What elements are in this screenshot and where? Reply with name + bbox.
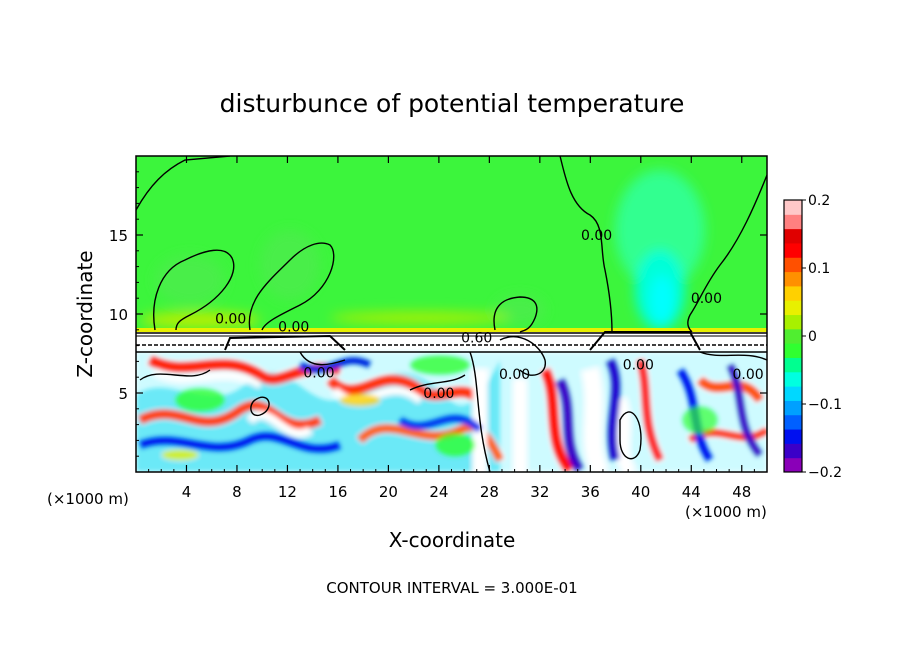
x-tick-label: 32 — [530, 483, 549, 501]
chart-title: disturbunce of potential temperature — [220, 89, 685, 118]
contour-label: 0.00 — [278, 320, 309, 336]
x-tick-label: 40 — [631, 483, 650, 501]
x-tick-label: 12 — [278, 483, 297, 501]
colorbar-swatch — [784, 300, 802, 316]
lower-layer-eddies — [136, 352, 767, 472]
colorbar-tick-label: 0.2 — [808, 193, 830, 209]
x-unit-label-left: (×1000 m) — [47, 490, 129, 508]
colorbar-swatch — [784, 343, 802, 358]
contour-label: 0.00 — [499, 367, 530, 383]
yellow-strip — [136, 328, 767, 332]
colorbar-swatch — [784, 429, 802, 444]
plot-area: 0.00 0.00 0.60 0.00 0.00 0.00 0.00 0.00 0.00 0.00 — [136, 156, 767, 472]
colorbar-swatch — [784, 271, 802, 287]
x-unit-label-right: (×1000 m) — [685, 503, 767, 521]
x-axis: 4 8 12 16 20 24 28 32 36 40 44 48 — [148, 156, 755, 501]
y-tick-label: 5 — [118, 385, 128, 403]
colorbar-swatch — [784, 357, 802, 373]
x-tick-label: 20 — [379, 483, 398, 501]
x-tick-label: 48 — [732, 483, 751, 501]
contour-label: 0.00 — [732, 367, 763, 383]
inversion-band — [136, 332, 767, 352]
colorbar-swatch — [784, 328, 802, 344]
x-tick-label: 4 — [182, 483, 192, 501]
colorbar-swatch — [784, 371, 802, 387]
x-tick-label: 28 — [480, 483, 499, 501]
colorbar-swatch — [784, 443, 802, 459]
colorbar-swatch — [784, 457, 802, 473]
x-tick-label: 24 — [429, 483, 448, 501]
colorbar-swatch — [784, 228, 802, 244]
contour-label-group: 0.00 0.00 0.60 0.00 0.00 0.00 0.00 0.00 0.00 0.00 — [215, 228, 764, 402]
contour-label: 0.60 — [461, 331, 492, 347]
colorbar-swatch — [784, 314, 802, 330]
y-axis: 5 10 15 — [109, 171, 767, 457]
contour-label: 0.00 — [623, 358, 654, 374]
colorbar-swatch — [784, 242, 802, 258]
contour-label: 0.00 — [215, 312, 246, 328]
colorbar-tick-label: 0 — [808, 329, 817, 345]
colorbar-swatch — [784, 200, 802, 215]
contour-interval-note: CONTOUR INTERVAL = 3.000E-01 — [326, 579, 577, 597]
colorbar-swatch — [784, 257, 802, 273]
colorbar-swatch — [784, 386, 802, 401]
contour-label: 0.00 — [423, 386, 454, 402]
colorbar-swatch — [784, 400, 802, 416]
colorbar-swatch — [784, 414, 802, 430]
y-tick-label: 10 — [109, 306, 128, 324]
contour-label: 0.00 — [581, 228, 612, 244]
colorbar-tick-label: 0.1 — [808, 261, 830, 277]
colorbar-swatch — [784, 214, 802, 230]
contour-label: 0.00 — [691, 291, 722, 307]
x-tick-label: 8 — [232, 483, 242, 501]
colorbar-swatch — [784, 285, 802, 301]
x-axis-label: X-coordinate — [389, 528, 516, 552]
colorbar-tick-label: −0.2 — [808, 465, 842, 481]
contour-lines — [136, 156, 767, 472]
x-tick-label: 16 — [328, 483, 347, 501]
colorbar-tick-label: −0.1 — [808, 397, 842, 413]
y-axis-label: Z-coordinate — [73, 250, 97, 377]
x-tick-label: 36 — [581, 483, 600, 501]
y-tick-label: 15 — [109, 227, 128, 245]
x-tick-label: 44 — [682, 483, 701, 501]
contour-label: 0.00 — [303, 365, 334, 381]
colorbar: 0.2 0.1 0 −0.1 −0.2 — [783, 193, 842, 481]
